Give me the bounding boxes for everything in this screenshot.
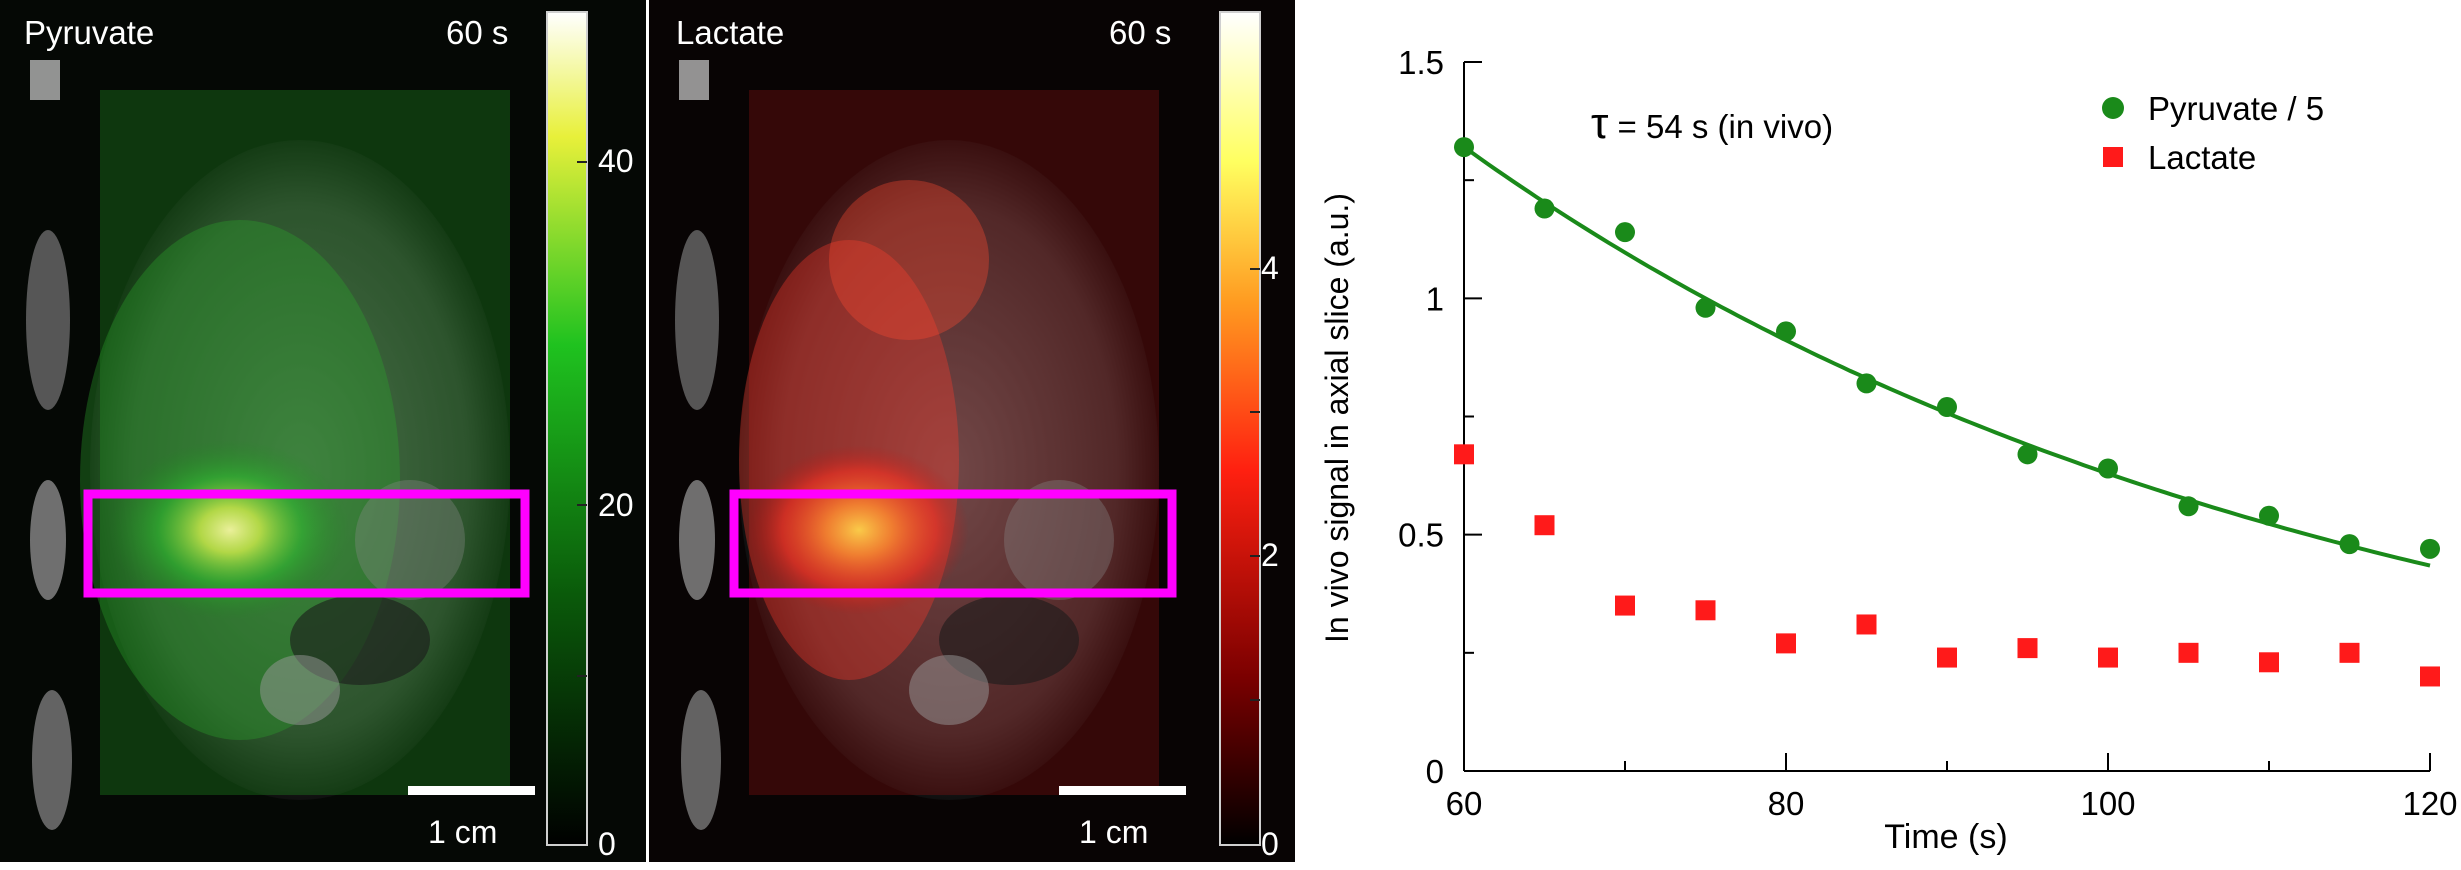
pyruvate-overlay-image xyxy=(0,0,646,862)
pyruvate-point xyxy=(2178,496,2199,517)
signal-vs-time-chart: 0 0.5 1 1.5 60 80 100 120 τ = 54 s (in vivo) Py… xyxy=(1319,44,2458,856)
x-tick-label: 120 xyxy=(2402,785,2457,822)
legend-lactate-marker xyxy=(2103,147,2123,167)
lactate-scale-bar xyxy=(1059,786,1186,795)
lactate-point xyxy=(1776,633,1796,654)
x-tick-label: 80 xyxy=(1768,785,1805,822)
pyruvate-point xyxy=(1534,198,1555,219)
pyruvate-point xyxy=(2259,505,2279,526)
lactate-colorbar-tick-4: 4 xyxy=(1261,250,1279,286)
lactate-point xyxy=(1454,444,1474,465)
lactate-point xyxy=(2420,666,2440,687)
tau-annotation: τ = 54 s (in vivo) xyxy=(1591,99,1833,148)
lactate-time-label: 60 s xyxy=(1109,14,1172,51)
pyruvate-colorbar-tick-0: 0 xyxy=(598,826,616,862)
y-tick-label: 1 xyxy=(1426,280,1444,317)
lactate-overlay-image xyxy=(649,0,1295,862)
x-tick-label: 100 xyxy=(2080,785,2135,822)
lactate-point xyxy=(2178,642,2199,663)
pyruvate-image-panel: Pyruvate 60 s 40 20 0 1 cm xyxy=(0,0,646,862)
lactate-colorbar xyxy=(1219,11,1261,846)
pyruvate-time-label: 60 s xyxy=(446,14,509,51)
lactate-point xyxy=(1856,614,1877,635)
pyruvate-point xyxy=(1856,373,1877,394)
pyruvate-fit-curve xyxy=(1462,145,2431,568)
pyruvate-point xyxy=(2017,444,2038,465)
pyruvate-point xyxy=(1454,137,1474,158)
lactate-point xyxy=(1534,515,1555,536)
pyruvate-point xyxy=(1695,297,1716,318)
chart-legend: Pyruvate / 5 Lactate xyxy=(2102,90,2324,176)
lactate-image-panel: Lactate 60 s 4 2 0 1 cm xyxy=(649,0,1295,862)
lactate-point xyxy=(1937,647,1957,668)
pyruvate-scale-bar xyxy=(408,786,535,795)
pyruvate-panel-label: Pyruvate xyxy=(24,14,155,51)
pyruvate-colorbar xyxy=(546,11,588,846)
y-tick-label: 1.5 xyxy=(1398,44,1444,81)
lactate-scale-label: 1 cm xyxy=(1079,814,1149,850)
y-tick-label: 0.5 xyxy=(1398,517,1444,554)
lactate-point xyxy=(1615,595,1635,616)
y-tick-label: 0 xyxy=(1426,753,1444,790)
lactate-point xyxy=(1695,600,1716,621)
legend-pyruvate-marker xyxy=(2102,97,2124,119)
lactate-point xyxy=(2017,638,2038,659)
pyruvate-colorbar-tick-40: 40 xyxy=(598,143,634,179)
pyruvate-roi-box xyxy=(83,489,530,598)
pyruvate-point xyxy=(2420,538,2440,559)
lactate-point xyxy=(2098,647,2118,668)
pyruvate-scale-label: 1 cm xyxy=(428,814,498,850)
pyruvate-colorbar-tick-20: 20 xyxy=(598,487,634,523)
fit-curve-layer xyxy=(1462,145,2431,568)
data-points-layer xyxy=(1454,137,2440,687)
pyruvate-point xyxy=(1937,397,1957,418)
chart-axes: 0 0.5 1 1.5 60 80 100 120 xyxy=(1398,44,2457,822)
x-axis-label: Time (s) xyxy=(1884,818,2007,856)
lactate-point xyxy=(2339,642,2360,663)
pyruvate-point xyxy=(2339,534,2360,555)
pyruvate-point xyxy=(2098,458,2118,479)
x-tick-label: 60 xyxy=(1446,785,1483,822)
lactate-roi-box xyxy=(729,489,1177,598)
pyruvate-point xyxy=(1615,222,1635,243)
lactate-colorbar-tick-2: 2 xyxy=(1261,537,1279,573)
y-axis-label: In vivo signal in axial slice (a.u.) xyxy=(1319,193,1355,643)
lactate-colorbar-tick-0: 0 xyxy=(1261,826,1279,862)
legend-pyruvate-label: Pyruvate / 5 xyxy=(2148,90,2324,127)
pyruvate-point xyxy=(1776,321,1796,342)
legend-lactate-label: Lactate xyxy=(2148,139,2256,176)
lactate-point xyxy=(2259,652,2279,673)
lactate-panel-label: Lactate xyxy=(676,14,785,51)
